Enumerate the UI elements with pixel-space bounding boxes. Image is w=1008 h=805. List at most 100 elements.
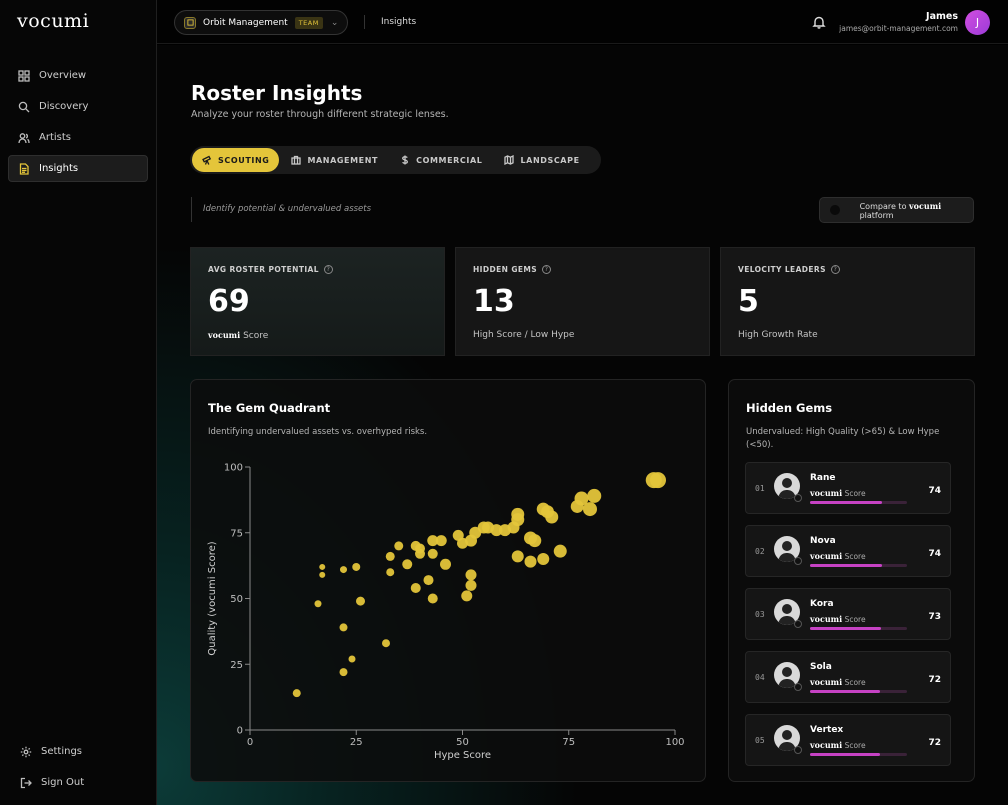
x-tick-label: 50 (456, 737, 469, 748)
kpi-label-text: VELOCITY LEADERS (738, 265, 826, 274)
main-content: Roster Insights Analyze your roster thro… (157, 45, 1008, 805)
scatter-point (511, 507, 525, 521)
x-tick-label: 0 (247, 737, 253, 748)
bell-icon[interactable] (812, 14, 826, 33)
kpi-label-text: AVG ROSTER POTENTIAL (208, 265, 319, 274)
avatar[interactable]: J (965, 10, 990, 35)
organization-icon (184, 16, 196, 29)
team-badge: TEAM (294, 16, 323, 29)
score-word: Score (844, 615, 866, 624)
map-icon (504, 155, 515, 165)
y-tick-label: 50 (230, 594, 243, 605)
score-bar (810, 501, 907, 504)
gem-rank: 04 (755, 673, 765, 682)
tab-landscape[interactable]: LANDSCAPE (494, 148, 589, 172)
scatter-point (348, 655, 356, 663)
telescope-icon (202, 155, 212, 165)
kpi-footnote: vocumi Score (208, 330, 268, 341)
scatter-point (356, 596, 365, 606)
sidebar-item-label: Discovery (39, 101, 89, 112)
compare-label: Compare to vocumi platform (860, 201, 973, 220)
gem-row[interactable]: 02 Nova vocumi Score 74 (745, 525, 951, 577)
gem-row[interactable]: 03 Kora vocumi Score 73 (745, 588, 951, 640)
settings-link[interactable]: Settings (12, 738, 148, 765)
scatter-point (427, 593, 438, 604)
y-tick-label: 75 (230, 528, 243, 539)
toggle-knob[interactable] (830, 205, 840, 215)
compare-prefix: Compare to (859, 201, 907, 211)
kpi-foot-text: Score (243, 331, 269, 341)
status-dot (794, 494, 802, 502)
top-bar: Orbit Management TEAM ⌄ Insights James j… (157, 0, 1008, 44)
scatter-point (435, 535, 447, 547)
scatter-point (583, 502, 597, 517)
scatter-point (427, 548, 438, 559)
scatter-point (352, 562, 361, 571)
score-brand: vocumi (810, 740, 843, 750)
gem-row[interactable]: 04 Sola vocumi Score 72 (745, 651, 951, 703)
help-icon[interactable]: ? (323, 265, 333, 274)
scatter-point (574, 491, 589, 506)
gem-rank: 02 (755, 547, 765, 556)
compare-toggle[interactable]: Compare to vocumi platform (819, 197, 974, 223)
briefcase-icon (291, 155, 302, 165)
divider (364, 15, 365, 29)
kpi-label-text: HIDDEN GEMS (473, 265, 538, 274)
scatter-point (650, 472, 666, 489)
scatter-point (319, 571, 326, 578)
page-subtitle: Analyze your roster through different st… (191, 109, 449, 120)
tab-scouting[interactable]: SCOUTING (192, 148, 280, 172)
gem-name: Sola (810, 662, 832, 672)
scatter-point (537, 553, 550, 566)
kpi-label: AVG ROSTER POTENTIAL? (208, 265, 333, 274)
sign-out-link[interactable]: Sign Out (12, 769, 148, 796)
gem-name: Kora (810, 599, 834, 609)
sidebar-bottom-nav: Settings Sign Out (12, 738, 148, 800)
brand-logo[interactable]: vocumi (17, 10, 90, 32)
gem-score-label: vocumi Score (810, 488, 866, 498)
score-bar (810, 627, 907, 630)
gem-score-label: vocumi Score (810, 551, 866, 561)
sidebar-item-label: Artists (39, 132, 71, 143)
tab-label: COMMERCIAL (416, 155, 483, 165)
scatter-point (465, 569, 477, 581)
scatter-point (402, 559, 413, 570)
scatter-point (423, 575, 434, 586)
gem-score: 74 (928, 486, 941, 496)
org-switcher[interactable]: Orbit Management TEAM ⌄ (174, 10, 348, 35)
gem-row[interactable]: 05 Vertex vocumi Score 72 (745, 714, 951, 766)
lens-description: Identify potential & undervalued assets (191, 197, 371, 222)
kpi-foot-brand: vocumi (208, 330, 241, 340)
kpi-footnote: High Growth Rate (738, 330, 818, 340)
user-name: James (926, 11, 958, 22)
gem-rank: 01 (755, 484, 765, 493)
help-icon[interactable]: ? (830, 265, 840, 274)
gem-row[interactable]: 01 Rane vocumi Score 74 (745, 462, 951, 514)
scatter-point (461, 590, 473, 602)
compare-suffix: platform (859, 210, 894, 220)
page-title: Roster Insights (191, 81, 363, 105)
help-icon[interactable]: ? (542, 265, 552, 274)
tab-management[interactable]: MANAGEMENT (281, 148, 388, 172)
gem-score: 73 (928, 612, 941, 622)
sidebar-nav: Overview Discovery Artists Insights (8, 62, 148, 186)
panel-title: The Gem Quadrant (208, 401, 331, 415)
search-icon (18, 101, 30, 112)
scatter-point (465, 579, 477, 591)
score-brand: vocumi (810, 488, 843, 498)
tab-commercial[interactable]: COMMERCIAL (390, 148, 492, 172)
sign-out-icon (20, 777, 32, 788)
kpi-card-hidden-gems: HIDDEN GEMS? 13 High Score / Low Hype (455, 247, 710, 356)
sidebar-item-insights[interactable]: Insights (8, 155, 148, 182)
scatter-point (427, 535, 439, 547)
kpi-footnote: High Score / Low Hype (473, 330, 575, 340)
score-brand: vocumi (810, 551, 843, 561)
x-tick-label: 25 (350, 737, 363, 748)
scatter-point (587, 488, 602, 503)
sidebar-item-artists[interactable]: Artists (8, 124, 148, 151)
gem-score-label: vocumi Score (810, 740, 866, 750)
gem-name: Vertex (810, 725, 844, 735)
scatter-point (340, 566, 347, 574)
sidebar-item-overview[interactable]: Overview (8, 62, 148, 89)
sidebar-item-discovery[interactable]: Discovery (8, 93, 148, 120)
